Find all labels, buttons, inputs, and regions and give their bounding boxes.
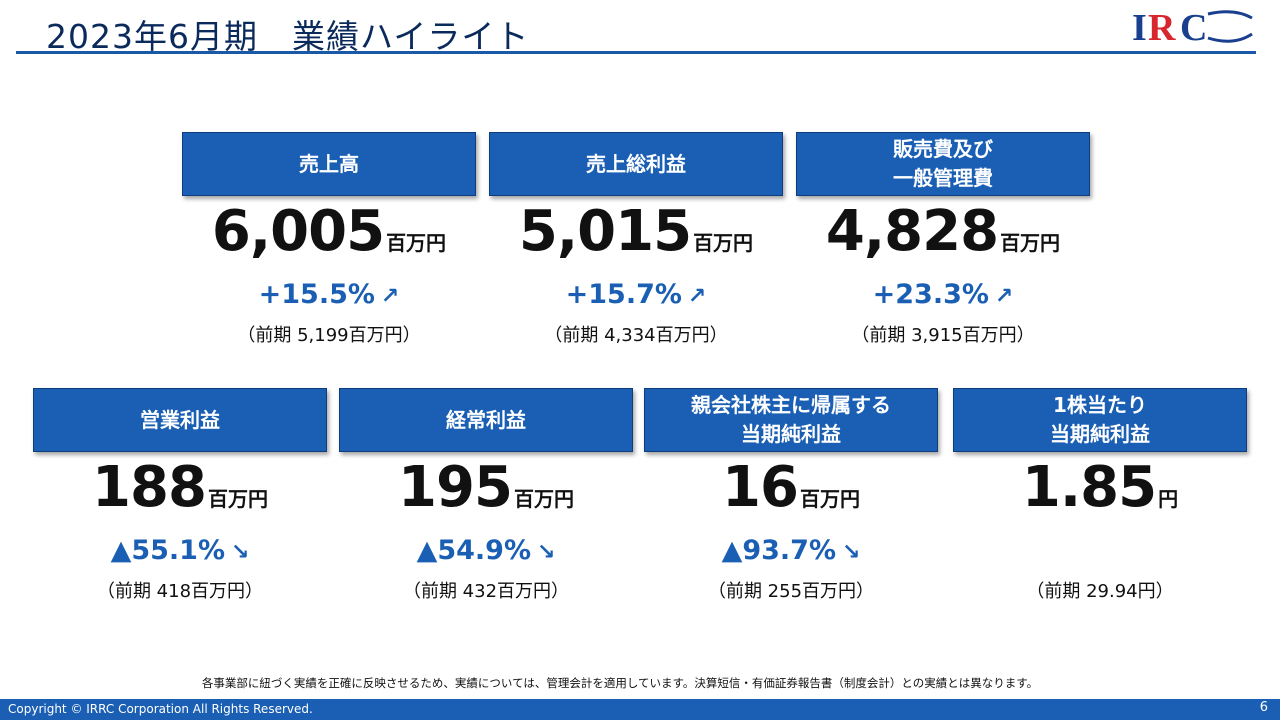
kpi-change-text: +15.5% — [258, 279, 375, 310]
title-underline — [16, 51, 1256, 54]
arrow-up-right-icon: ↗ — [687, 284, 707, 309]
kpi-value: 195 百万円 — [339, 456, 633, 533]
kpi-header: 経常利益 — [339, 388, 633, 452]
kpi-number: 5,015 — [518, 199, 692, 264]
kpi-value: 6,005 百万円 — [182, 200, 476, 277]
kpi-value: 188 百万円 — [33, 456, 327, 533]
kpi-value: 1.85 円 — [953, 456, 1247, 533]
kpi-header: 販売費及び 一般管理費 — [796, 132, 1090, 196]
arrow-down-right-icon: ↘ — [842, 540, 861, 565]
kpi-unit: 百万円 — [1000, 231, 1061, 255]
kpi-card-operating-profit: 営業利益 188 百万円 ▲55.1% ↘ （前期 418百万円） — [33, 388, 327, 603]
svg-text:I: I — [1132, 7, 1147, 46]
kpi-change-text: +15.7% — [565, 279, 682, 310]
kpi-header: 売上総利益 — [489, 132, 783, 196]
arrow-down-right-icon: ↘ — [537, 540, 556, 565]
kpi-value: 4,828 百万円 — [796, 200, 1090, 277]
kpi-number: 6,005 — [211, 199, 385, 264]
kpi-prior: （前期 29.94円） — [1026, 581, 1174, 602]
footer-bar — [0, 699, 1280, 720]
kpi-prior: （前期 255百万円） — [707, 581, 875, 602]
kpi-change-text: +23.3% — [872, 279, 989, 310]
page-number: 6 — [1259, 700, 1268, 715]
kpi-number: 188 — [92, 455, 207, 520]
kpi-prior: （前期 418百万円） — [96, 581, 264, 602]
kpi-unit: 百万円 — [513, 487, 574, 511]
kpi-card-eps: 1株当たり 当期純利益 1.85 円 （前期 29.94円） — [953, 388, 1247, 603]
kpi-change-text: ▲93.7% — [721, 535, 836, 566]
kpi-change: ▲54.9% ↘ — [339, 533, 633, 569]
kpi-card-ordinary-profit: 経常利益 195 百万円 ▲54.9% ↘ （前期 432百万円） — [339, 388, 633, 603]
kpi-card-sga: 販売費及び 一般管理費 4,828 百万円 +23.3% ↗ （前期 3,915百万… — [796, 132, 1090, 347]
kpi-prior: （前期 432百万円） — [402, 581, 570, 602]
kpi-header: 営業利益 — [33, 388, 327, 452]
kpi-change — [953, 533, 1247, 569]
kpi-number: 16 — [722, 455, 799, 520]
page-title: 2023年6月期 業績ハイライト — [46, 17, 530, 56]
kpi-header: 売上高 — [182, 132, 476, 196]
arrow-up-right-icon: ↗ — [994, 284, 1014, 309]
kpi-change: +23.3% ↗ — [796, 277, 1090, 313]
copyright: Copyright © IRRC Corporation All Rights … — [8, 702, 313, 716]
svg-text:R: R — [1148, 7, 1176, 46]
kpi-prior: （前期 5,199百万円） — [237, 325, 421, 346]
kpi-unit: 百万円 — [693, 231, 754, 255]
kpi-change-text: ▲55.1% — [110, 535, 225, 566]
kpi-header: 親会社株主に帰属する 当期純利益 — [644, 388, 938, 452]
footnote: 各事業部に紐づく実績を正確に反映させるため、実績については、管理会計を適用してい… — [201, 676, 1039, 690]
kpi-change: ▲55.1% ↘ — [33, 533, 327, 569]
kpi-change: ▲93.7% ↘ — [644, 533, 938, 569]
arrow-down-right-icon: ↘ — [231, 540, 250, 565]
kpi-change: +15.5% ↗ — [182, 277, 476, 313]
arrow-up-right-icon: ↗ — [380, 284, 400, 309]
company-logo: I R C — [1132, 7, 1253, 46]
svg-text:C: C — [1180, 7, 1207, 46]
kpi-card-gross-profit: 売上総利益 5,015 百万円 +15.7% ↗ （前期 4,334百万円） — [489, 132, 783, 347]
kpi-card-revenue: 売上高 6,005 百万円 +15.5% ↗ （前期 5,199百万円） — [182, 132, 476, 347]
kpi-change: +15.7% ↗ — [489, 277, 783, 313]
kpi-unit: 百万円 — [207, 487, 268, 511]
kpi-prior: （前期 4,334百万円） — [544, 325, 728, 346]
kpi-unit: 百万円 — [386, 231, 447, 255]
kpi-unit: 円 — [1158, 487, 1179, 511]
kpi-number: 4,828 — [825, 199, 999, 264]
kpi-value: 5,015 百万円 — [489, 200, 783, 277]
kpi-card-net-income: 親会社株主に帰属する 当期純利益 16 百万円 ▲93.7% ↘ （前期 255百万… — [644, 388, 938, 603]
kpi-unit: 百万円 — [799, 487, 860, 511]
kpi-number: 195 — [398, 455, 513, 520]
kpi-value: 16 百万円 — [644, 456, 938, 533]
kpi-number: 1.85 — [1021, 455, 1157, 520]
kpi-header: 1株当たり 当期純利益 — [953, 388, 1247, 452]
kpi-change-text: ▲54.9% — [416, 535, 531, 566]
kpi-prior: （前期 3,915百万円） — [851, 325, 1035, 346]
